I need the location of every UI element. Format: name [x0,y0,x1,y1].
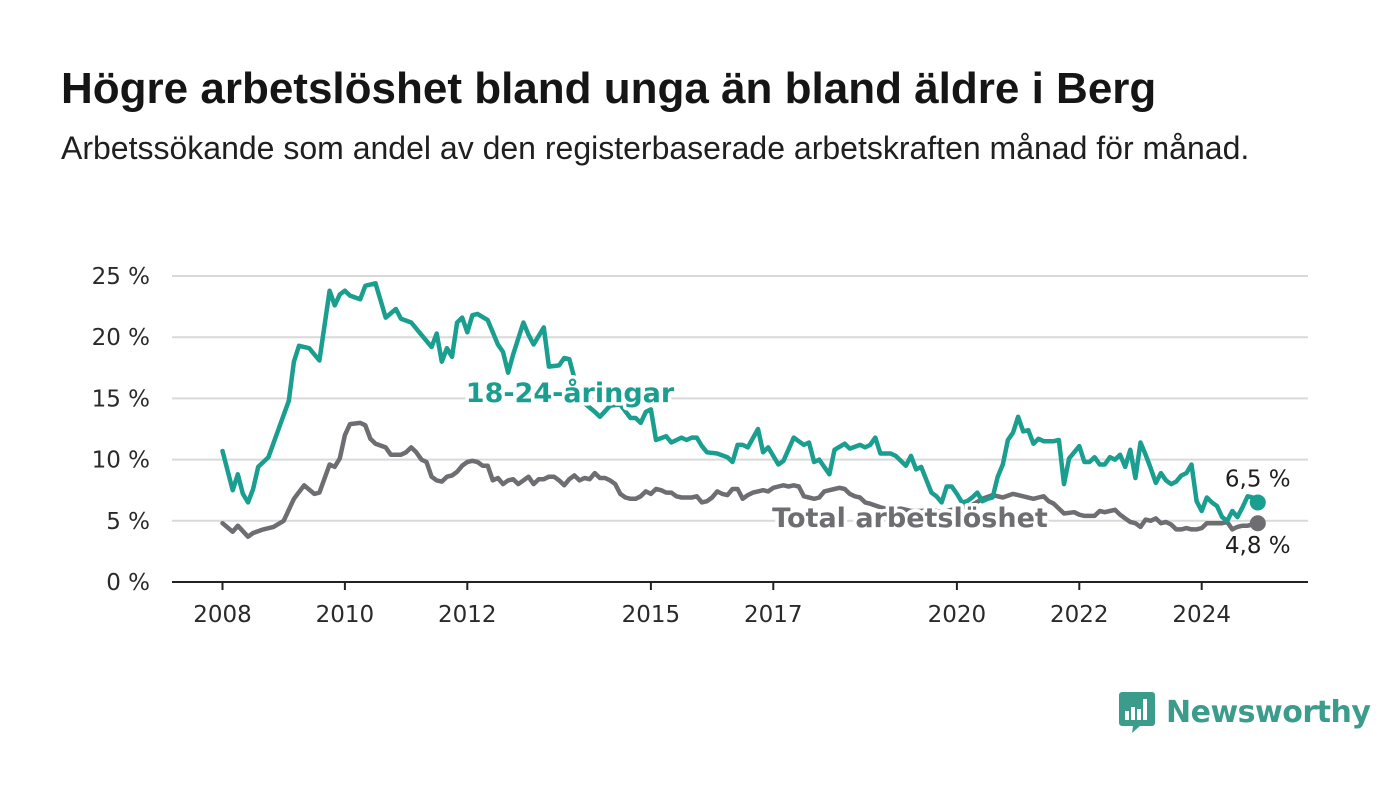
end-label-youth: 6,5 % [1225,466,1291,492]
x-tick-label: 2010 [316,602,375,628]
series-label-total: Total arbetslöshet [772,503,1048,534]
end-point-total [1249,515,1266,532]
end-label-total: 4,8 % [1225,533,1291,559]
x-tick-label: 2020 [928,602,987,628]
end-point-youth [1249,494,1266,511]
bar-chart-speech-bubble-icon [1119,692,1155,733]
x-tick-label: 2022 [1050,602,1109,628]
newsworthy-logo: Newsworthy [1118,690,1371,734]
brand-name: Newsworthy [1166,694,1371,730]
x-tick-label: 2024 [1172,602,1231,628]
series-line-total [220,420,1261,539]
y-tick-label: 10 % [92,448,150,474]
y-tick-label: 0 % [106,570,150,596]
x-tick-label: 2008 [193,602,252,628]
chart-subtitle: Arbetssökande som andel av den registerb… [61,130,1250,166]
y-tick-label: 20 % [92,325,150,351]
x-tick-label: 2015 [622,602,681,628]
y-tick-label: 15 % [92,386,150,412]
chart-title: Högre arbetslöshet bland unga än bland ä… [61,64,1157,113]
y-tick-label: 5 % [106,509,150,535]
y-tick-label: 25 % [92,264,150,290]
x-tick-label: 2012 [438,602,497,628]
x-tick-label: 2017 [744,602,803,628]
series-label-youth: 18-24-åringar [466,377,675,409]
series-line-youth [220,281,1261,524]
